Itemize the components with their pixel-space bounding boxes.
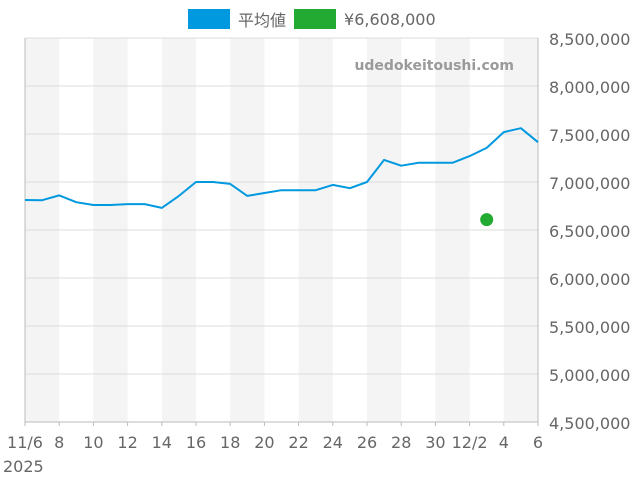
y-tick-label: 7,500,000: [549, 126, 630, 145]
x-tick-label: 12: [117, 433, 137, 452]
y-tick-label: 8,000,000: [549, 78, 630, 97]
legend-swatch-average: [188, 9, 230, 29]
y-tick-label: 6,000,000: [549, 270, 630, 289]
y-tick-label: 5,500,000: [549, 318, 630, 337]
x-tick-label: 14: [152, 433, 172, 452]
x-tick-label: 4: [499, 433, 509, 452]
watermark: udedokeitoushi.com: [354, 58, 514, 74]
x-tick-label: 10: [83, 433, 103, 452]
average-price-line: [24, 127, 539, 209]
chart-legend: 平均値 ¥6,608,000: [188, 8, 444, 30]
x-tick-label: 28: [391, 433, 411, 452]
legend-item-average[interactable]: 平均値: [188, 7, 286, 31]
y-tick-label: 8,500,000: [549, 30, 630, 49]
x-tick-label: 8: [54, 433, 64, 452]
y-tick-label: 7,000,000: [549, 174, 630, 193]
x-tick-label: 6: [533, 433, 543, 452]
legend-swatch-price: [294, 9, 337, 29]
y-tick-label: 4,500,000: [549, 414, 630, 433]
x-year-label: 2025: [3, 457, 44, 476]
x-tick-label: 22: [288, 433, 308, 452]
x-tick-label: 11/6: [7, 433, 43, 452]
legend-label-price: ¥6,608,000: [344, 9, 436, 29]
x-tick-label: 20: [254, 433, 274, 452]
x-tick-label: 18: [220, 433, 240, 452]
y-tick-label: 5,000,000: [549, 366, 630, 385]
x-tick-label: 30: [425, 433, 445, 452]
x-tick-label: 26: [357, 433, 377, 452]
x-tick-label: 16: [186, 433, 206, 452]
x-tick-label: 24: [323, 433, 343, 452]
legend-item-price[interactable]: ¥6,608,000: [294, 9, 436, 29]
x-tick-label: 12/2: [452, 433, 488, 452]
legend-label-average: 平均値: [238, 11, 287, 30]
y-tick-label: 6,500,000: [549, 222, 630, 241]
price-point: [480, 213, 494, 227]
